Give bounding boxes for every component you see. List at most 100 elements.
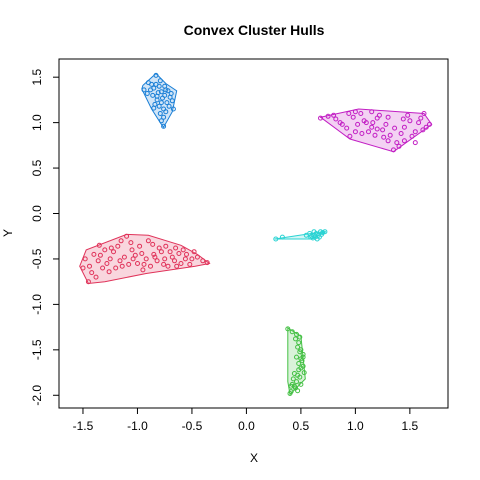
cluster-2-point [352,109,358,115]
cluster-3-point [113,265,119,271]
cluster-2-point [369,124,375,130]
y-tick-label: -2.0 [30,385,44,406]
cluster-2-point [337,120,343,126]
cluster-3-point [162,256,168,262]
cluster-2-point [396,143,402,149]
plot-frame [58,58,449,409]
cluster-3-point [194,254,200,260]
x-axis-label: X [250,451,258,465]
cluster-2-point [401,124,407,130]
x-tick-label: -1.0 [127,419,148,433]
cluster-5-point [300,363,306,369]
cluster-3-point [167,249,173,255]
cluster-5-point [295,388,301,394]
cluster-2-point [333,116,339,122]
cluster-3-point [80,265,86,271]
cluster-2-point [381,134,387,140]
cluster-3-point [173,245,179,251]
cluster-1-point [167,94,173,100]
cluster-3-point [139,251,145,256]
cluster-3-point [145,238,151,244]
cluster-2-point [325,113,331,119]
cluster-1-point [161,106,167,112]
x-tick-label: 0.0 [238,419,255,433]
cluster-3-point [107,256,113,262]
cluster-2-point [420,127,426,133]
cluster-3-point [91,251,97,257]
cluster-3-point [135,261,140,266]
cluster-3-point [187,261,193,267]
cluster-1-point [162,92,168,98]
cluster-points [80,72,432,396]
cluster-4-point [319,231,325,237]
cluster-3-point [163,243,169,249]
cluster-3-point [180,247,186,253]
cluster-3-point [176,251,182,256]
cluster-3-point [104,261,110,266]
cluster-4-point [311,232,317,238]
cluster-1-point [156,103,162,109]
cluster-3-point [85,279,91,285]
cluster-3-point [130,256,136,262]
cluster-1-point [164,100,170,106]
x-tick-label: 1.5 [402,419,419,433]
x-tick-label: -1.5 [73,419,94,433]
cluster-3-point [95,258,101,264]
cluster-5-point [296,361,302,366]
cluster-1-point [152,101,158,107]
cluster-5-point [287,391,293,396]
y-tick-label: -1.0 [30,294,44,315]
cluster-3-point [156,245,162,251]
cluster-5-point [300,351,306,357]
cluster-1-point [141,87,147,93]
cluster-2-point [418,115,424,121]
cluster-2-point [421,111,427,116]
cluster-3-point [172,258,177,264]
cluster-3-point [152,254,158,260]
cluster-1-point [144,91,150,96]
cluster-2-point [387,132,393,138]
x-tick-label: 1.0 [347,419,364,433]
cluster-2-point [383,121,389,127]
cluster-2-point [358,111,364,116]
cluster-2-point [400,116,406,122]
cluster-5-point [291,371,297,376]
cluster-2-point [372,132,378,138]
cluster-3-point [150,241,156,247]
cluster-2-point [391,147,396,153]
cluster-3-point [119,263,125,269]
cluster-2-point [409,133,415,139]
cluster-2-point [385,138,391,144]
cluster-3-point [102,247,108,253]
cluster-2-point [412,129,418,135]
cluster-1-point [154,93,160,99]
cluster-5-point [294,379,299,385]
cluster-3-point [108,245,114,251]
cluster-1-point [169,98,175,104]
cluster-1-point [158,100,164,106]
cluster-2-point [346,111,352,116]
cluster-2-point [427,121,432,127]
cluster-4-point [279,234,285,240]
y-tick-label: -0.5 [30,248,44,269]
cluster-3-point [93,274,99,280]
x-tick-label: 0.5 [293,419,310,433]
cluster-1-point [150,92,156,98]
cluster-1-point [149,81,155,87]
cluster-5-point [301,370,307,376]
cluster-5-point [296,367,302,373]
cluster-2-point [380,127,386,133]
cluster-2-point [374,126,380,132]
cluster-5-point [294,354,299,360]
cluster-3-point [89,270,95,276]
cluster-5-point [296,340,302,346]
cluster-5-point [290,376,296,382]
cluster-5-point [295,344,301,350]
cluster-2-point [366,129,371,135]
cluster-5-point [298,381,304,387]
cluster-3-point [129,247,135,253]
cluster-2-point [416,120,422,126]
cluster-3-point [169,254,175,260]
cluster-3-point [137,243,143,249]
